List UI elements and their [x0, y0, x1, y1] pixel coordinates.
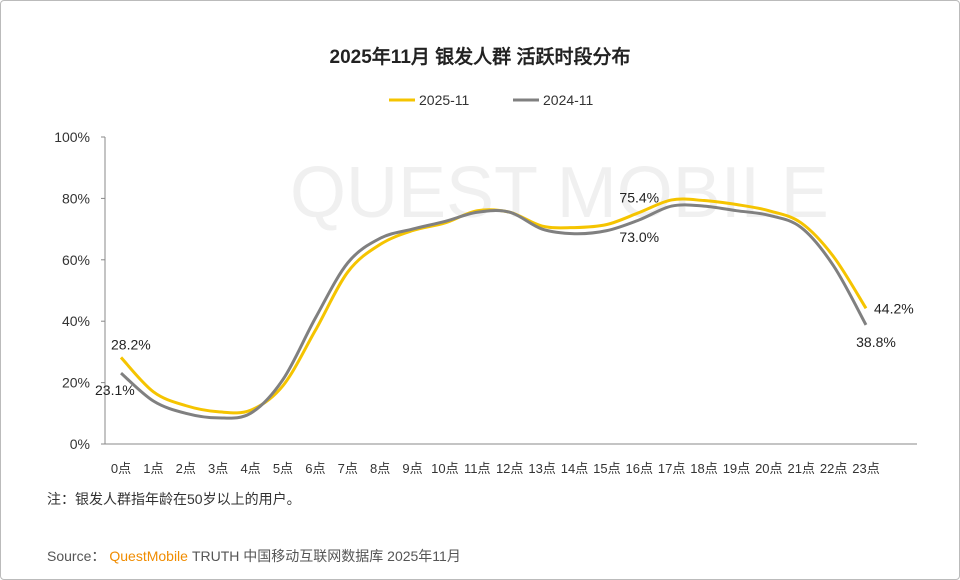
y-tick-label: 20%	[62, 375, 90, 391]
x-tick-label: 21点	[787, 461, 814, 476]
x-tick-label: 10点	[431, 461, 458, 476]
x-tick-label: 12点	[496, 461, 523, 476]
x-tick-label: 1点	[143, 461, 163, 476]
x-tick-label: 7点	[338, 461, 358, 476]
x-tick-label: 15点	[593, 461, 620, 476]
x-tick-label: 3点	[208, 461, 228, 476]
source-brand: QuestMobile	[109, 548, 188, 564]
x-tick-label: 14点	[561, 461, 588, 476]
x-tick-label: 16点	[626, 461, 653, 476]
x-tick-label: 5点	[273, 461, 293, 476]
x-tick-label: 19点	[723, 461, 750, 476]
x-tick-label: 8点	[370, 461, 390, 476]
x-tick-label: 11点	[464, 461, 491, 476]
y-tick-label: 100%	[54, 129, 90, 145]
x-tick-label: 23点	[852, 461, 879, 476]
x-tick-label: 0点	[111, 461, 131, 476]
data-label: 38.8%	[856, 334, 896, 350]
legend-label: 2025-11	[419, 92, 470, 108]
legend-label: 2024-11	[543, 92, 594, 108]
source: Source： QuestMobile TRUTH 中国移动互联网数据库 2025年…	[47, 548, 461, 564]
watermark: QUEST MOBILE	[290, 153, 829, 233]
x-tick-label: 17点	[658, 461, 685, 476]
x-tick-label: 13点	[528, 461, 555, 476]
x-tick-label: 22点	[820, 461, 847, 476]
x-tick-label: 2点	[176, 461, 196, 476]
series-line	[120, 203, 868, 420]
data-label: 75.4%	[619, 190, 659, 206]
data-label: 73.0%	[619, 229, 659, 245]
y-tick-label: 60%	[62, 252, 90, 268]
data-label: 23.1%	[95, 382, 135, 398]
y-tick-label: 0%	[70, 436, 90, 452]
x-tick-label: 20点	[755, 461, 782, 476]
x-tick-label: 18点	[690, 461, 717, 476]
x-tick-label: 6点	[305, 461, 325, 476]
y-tick-label: 40%	[62, 313, 90, 329]
source-text: TRUTH 中国移动互联网数据库 2025年11月	[192, 548, 461, 564]
source-prefix: Source：	[47, 548, 105, 564]
data-label: 44.2%	[874, 300, 914, 316]
note: 注：银发人群指年龄在50岁以上的用户。	[47, 491, 301, 507]
x-tick-label: 9点	[402, 461, 422, 476]
x-tick-label: 4点	[240, 461, 260, 476]
y-tick-label: 80%	[62, 190, 90, 206]
data-label: 28.2%	[111, 336, 151, 352]
chart-title: 2025年11月 银发人群 活跃时段分布	[330, 45, 631, 68]
